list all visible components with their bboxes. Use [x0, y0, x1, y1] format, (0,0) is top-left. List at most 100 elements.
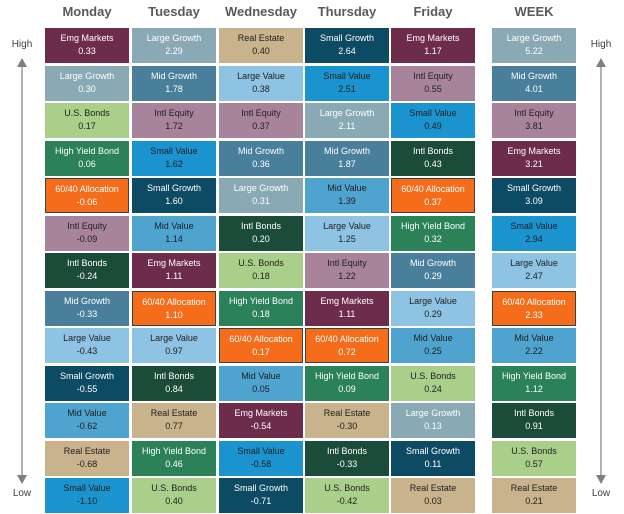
asset-tile: Intl Equity 3.81	[492, 103, 576, 138]
return-value: -0.33	[76, 309, 98, 319]
return-value: 0.36	[252, 159, 270, 169]
return-value: -0.24	[76, 271, 98, 281]
return-value: 0.13	[424, 421, 442, 431]
return-value: 2.64	[338, 46, 356, 56]
return-value: 3.81	[525, 121, 543, 131]
return-value: 0.03	[424, 496, 442, 506]
asset-class-label: Large Growth	[319, 108, 375, 118]
asset-tile: Small Value 0.49	[391, 103, 475, 138]
return-value: 0.24	[424, 384, 442, 394]
asset-tile: Large Growth 2.11	[305, 103, 389, 138]
return-value: 0.91	[525, 421, 543, 431]
asset-class-label: Large Growth	[405, 408, 461, 418]
return-value: 1.39	[338, 196, 356, 206]
asset-tile: Mid Value 1.39	[305, 178, 389, 213]
return-value: -0.55	[76, 384, 98, 394]
asset-tile: Large Growth 2.29	[132, 28, 216, 63]
asset-tile: Mid Growth 0.29	[391, 253, 475, 288]
column-header: WEEK	[514, 4, 554, 19]
return-value: 0.31	[252, 196, 270, 206]
return-value: -1.10	[76, 496, 98, 506]
return-value: -0.33	[336, 459, 358, 469]
asset-class-label: 60/40 Allocation	[315, 334, 379, 344]
asset-tile: Intl Equity 0.37	[219, 103, 303, 138]
asset-tile: Emg Markets 1.11	[132, 253, 216, 288]
return-value: 1.25	[338, 234, 356, 244]
asset-tile: U.S. Bonds 0.40	[132, 478, 216, 513]
asset-class-label: Emg Markets	[406, 33, 460, 43]
return-value: 0.18	[252, 309, 270, 319]
asset-class-label: Small Value	[323, 71, 371, 81]
asset-tile: Small Value 2.94	[492, 216, 576, 251]
return-value: 1.72	[165, 121, 183, 131]
asset-tile: Small Growth -0.55	[45, 366, 129, 401]
asset-class-label: Large Value	[409, 296, 457, 306]
asset-class-label: Mid Value	[514, 333, 554, 343]
return-value: 0.18	[252, 271, 270, 281]
asset-class-label: Large Growth	[146, 33, 202, 43]
asset-class-label: U.S. Bonds	[238, 258, 284, 268]
return-value: 1.11	[165, 271, 183, 281]
asset-tile: Emg Markets 1.17	[391, 28, 475, 63]
asset-tile: Mid Growth 0.36	[219, 141, 303, 176]
return-value: 0.06	[78, 159, 96, 169]
asset-tile: Mid Growth -0.33	[45, 291, 129, 326]
return-value: 0.29	[424, 309, 442, 319]
asset-class-label: Small Value	[409, 108, 457, 118]
asset-class-label: Mid Value	[241, 371, 281, 381]
asset-tile: Large Value 0.97	[132, 328, 216, 363]
return-value: 0.09	[338, 384, 356, 394]
asset-class-label: Small Value	[63, 483, 111, 493]
asset-tile: High Yield Bond 0.46	[132, 441, 216, 476]
asset-tile: Small Value 1.62	[132, 141, 216, 176]
asset-tile: Small Growth 3.09	[492, 178, 576, 213]
return-value: 3.21	[525, 159, 543, 169]
return-value: 1.22	[338, 271, 356, 281]
asset-class-label: Mid Growth	[409, 258, 456, 268]
return-value: 0.49	[424, 121, 442, 131]
asset-tile: Large Value 2.47	[492, 253, 576, 288]
return-value: -0.09	[76, 234, 98, 244]
return-value: 0.40	[252, 46, 270, 56]
asset-tile: Small Growth -0.71	[219, 478, 303, 513]
asset-tile: High Yield Bond 1.12	[492, 366, 576, 401]
asset-class-label: High Yield Bond	[141, 446, 207, 456]
asset-class-label: Mid Growth	[63, 296, 110, 306]
asset-tile: Mid Growth 1.78	[132, 66, 216, 101]
asset-tile: Emg Markets 1.11	[305, 291, 389, 326]
return-value: 0.57	[525, 459, 543, 469]
asset-tile: Intl Bonds 0.84	[132, 366, 216, 401]
asset-tile: Small Value -0.58	[219, 441, 303, 476]
asset-tile: U.S. Bonds 0.57	[492, 441, 576, 476]
return-value: 0.97	[165, 346, 183, 356]
asset-class-label: Small Growth	[59, 371, 114, 381]
high-label-right: High	[590, 39, 612, 50]
column-header: Thursday	[317, 4, 377, 19]
asset-tile: Mid Value 1.14	[132, 216, 216, 251]
asset-tile: Intl Equity 1.72	[132, 103, 216, 138]
return-value: 1.10	[165, 310, 183, 320]
asset-class-label: High Yield Bond	[54, 146, 120, 156]
asset-class-label: 60/40 Allocation	[55, 184, 119, 194]
asset-class-label: High Yield Bond	[400, 221, 466, 231]
asset-class-label: U.S. Bonds	[151, 483, 197, 493]
return-value: 1.11	[338, 309, 356, 319]
column-header: Monday	[62, 4, 112, 19]
column-header: Wednesday	[224, 4, 297, 19]
return-value: -0.54	[250, 421, 272, 431]
return-value: 0.43	[424, 159, 442, 169]
return-value: 0.33	[78, 46, 96, 56]
return-value: 0.38	[252, 84, 270, 94]
return-value: 2.11	[338, 121, 356, 131]
asset-class-label: Small Value	[510, 221, 558, 231]
asset-class-label: Intl Bonds	[153, 371, 195, 381]
asset-class-label: Large Growth	[506, 33, 562, 43]
return-value: 1.78	[165, 84, 183, 94]
return-value: 0.11	[424, 459, 442, 469]
return-value: 0.72	[338, 347, 356, 357]
return-value: -0.71	[250, 496, 272, 506]
asset-tile: Mid Value 0.05	[219, 366, 303, 401]
asset-tile: Large Value 1.25	[305, 216, 389, 251]
asset-class-label: Emg Markets	[234, 408, 288, 418]
return-value: 0.21	[525, 496, 543, 506]
